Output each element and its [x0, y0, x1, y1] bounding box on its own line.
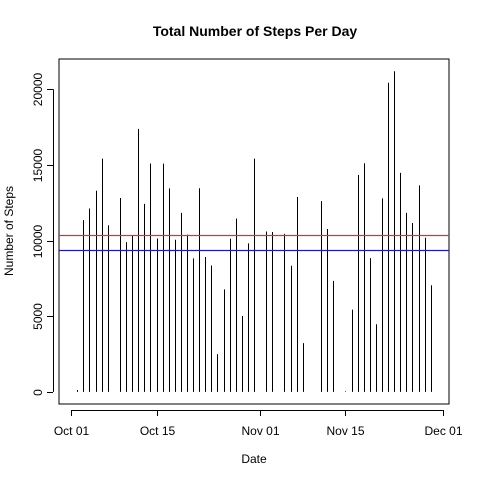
- reference-lines-layer: [59, 234, 449, 252]
- y-axis-label: Number of Steps: [2, 186, 16, 276]
- y-tick-label: 20000: [31, 72, 45, 106]
- x-tick-label: Oct 01: [54, 424, 90, 438]
- x-tick-label: Oct 15: [140, 424, 176, 438]
- x-axis-label: Date: [241, 452, 267, 466]
- y-tick-label: 10000: [31, 224, 45, 258]
- bars-layer: [77, 71, 432, 392]
- x-tick-label: Nov 15: [326, 424, 364, 438]
- y-tick-label: 5000: [31, 303, 45, 330]
- y-tick-label: 0: [31, 389, 45, 396]
- y-tick-label: 15000: [31, 148, 45, 182]
- x-tick-label: Dec 01: [424, 424, 462, 438]
- chart-title: Total Number of Steps Per Day: [153, 23, 358, 39]
- plot-frame: [58, 58, 450, 405]
- x-tick-label: Nov 01: [241, 424, 279, 438]
- y-axis: 0 5000 10000 15000 20000: [31, 72, 54, 396]
- x-axis: Oct 01 Oct 15 Nov 01 Nov 15 Dec 01: [54, 410, 463, 438]
